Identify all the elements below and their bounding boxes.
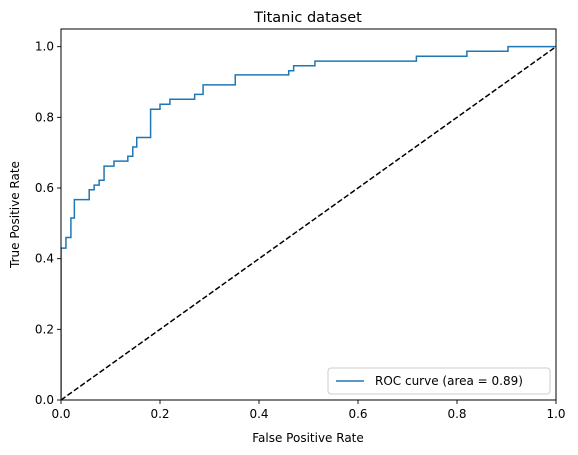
legend: ROC curve (area = 0.89) [327,367,551,395]
y-tick-label: 0.2 [35,322,54,336]
x-tick-label: 0.8 [447,407,466,421]
chance-diagonal-line [61,46,556,400]
y-tick-label: 0.0 [35,393,54,407]
x-tick-label: 0.2 [150,407,169,421]
x-tick-label: 1.0 [546,407,565,421]
y-axis-label: True Positive Rate [8,161,22,269]
chart-title: Titanic dataset [253,10,362,26]
x-tick-label: 0.6 [348,407,367,421]
legend-box [327,367,551,395]
y-axis: 0.0 0.2 0.4 0.6 0.8 1.0 [35,40,61,407]
plot-frame [60,28,557,401]
legend-label-roc: ROC curve (area = 0.89) [375,374,523,388]
x-tick-label: 0.0 [51,407,70,421]
x-axis: 0.0 0.2 0.4 0.6 0.8 1.0 [51,400,566,421]
roc-curve-line [61,45,556,400]
y-tick-label: 0.8 [35,110,54,124]
x-axis-label: False Positive Rate [252,431,364,445]
x-tick-label: 0.4 [249,407,268,421]
y-tick-label: 1.0 [35,40,54,54]
y-tick-label: 0.6 [35,181,54,195]
y-tick-label: 0.4 [35,252,54,266]
